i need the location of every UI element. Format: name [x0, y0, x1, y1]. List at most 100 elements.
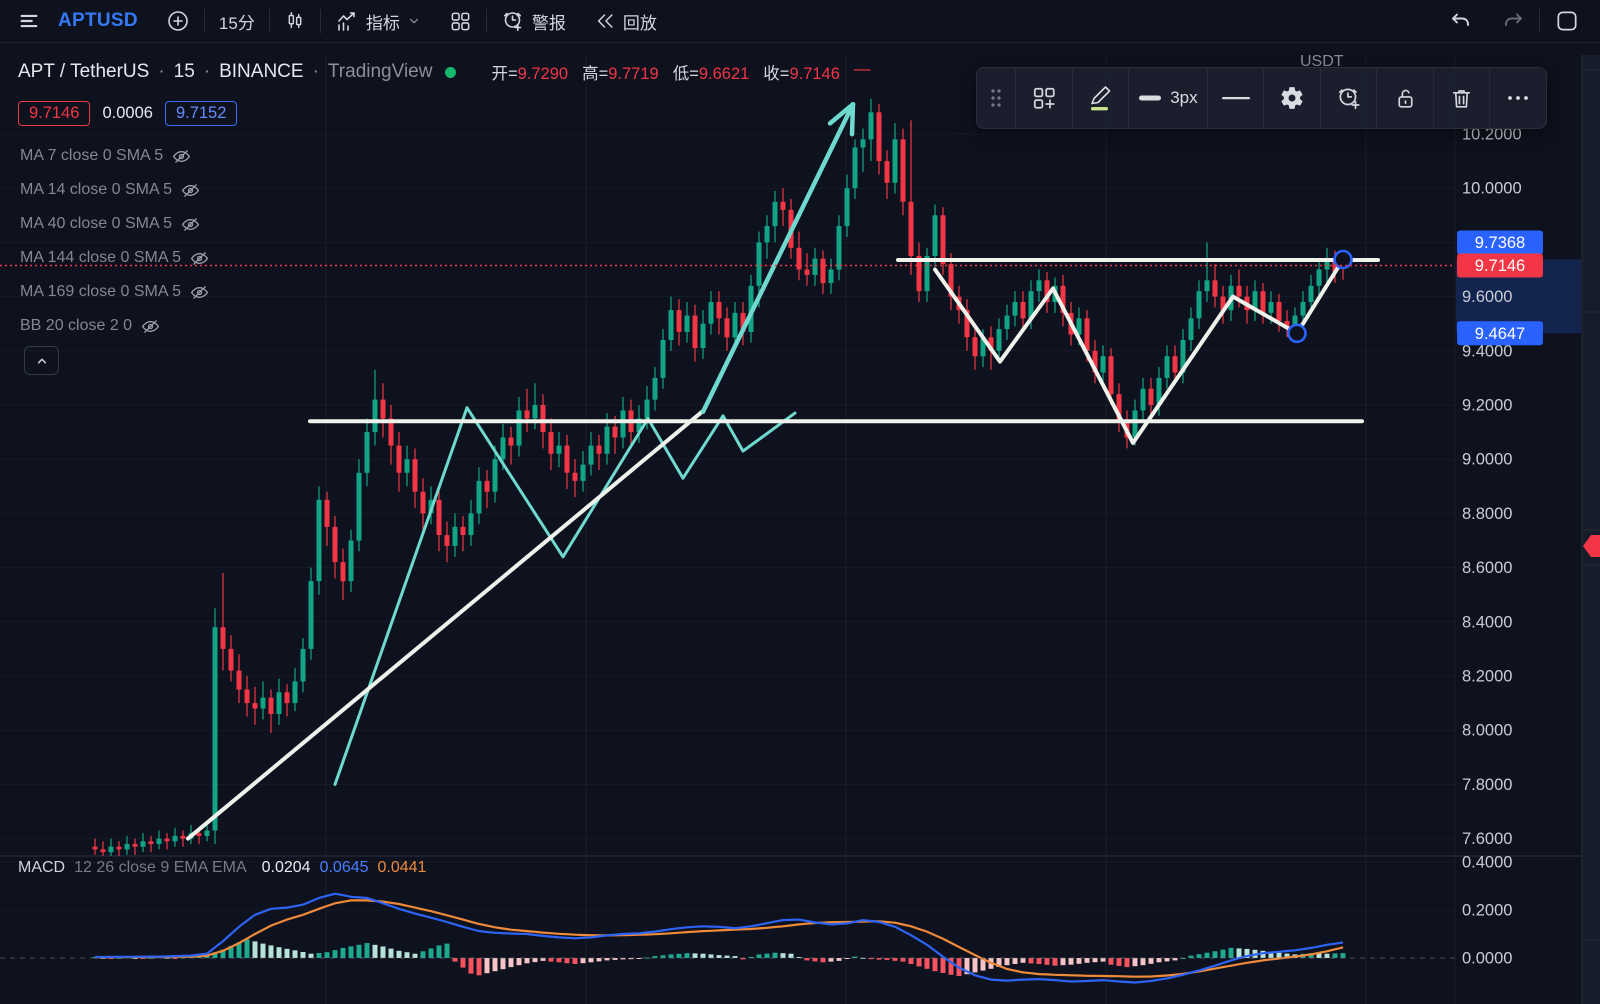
- symbol-label: APTUSD: [58, 10, 138, 31]
- svg-text:8.4000: 8.4000: [1462, 613, 1512, 631]
- window-button[interactable]: [1540, 8, 1600, 34]
- chart-header[interactable]: APT / TetherUS · 15 · BINANCE · TradingV…: [18, 60, 870, 84]
- indicators-label: 指标: [365, 13, 400, 33]
- ohlc-values: 开=9.7290 高=9.7719 低=9.6621 收=9.7146 —: [491, 60, 871, 83]
- alert-button[interactable]: 警报: [487, 9, 580, 34]
- axis-price-badge: 9.4647: [1457, 321, 1543, 346]
- drag-handle[interactable]: [977, 68, 1015, 128]
- interval-label: 15分: [218, 13, 255, 33]
- eye-slash-icon[interactable]: [189, 282, 210, 303]
- hamburger-icon: [20, 14, 38, 28]
- macd-signal-value: 0.0441: [377, 859, 427, 876]
- axis-price-badge: 9.7146: [1457, 253, 1543, 278]
- toolbar-divider: [1489, 68, 1491, 128]
- svg-text:0.2000: 0.2000: [1462, 902, 1512, 920]
- delete-button[interactable]: [1434, 68, 1490, 128]
- undo-icon: [1452, 13, 1469, 26]
- svg-text:9.7368: 9.7368: [1475, 234, 1525, 252]
- separator: ·: [203, 61, 211, 82]
- template-button[interactable]: [1016, 68, 1072, 128]
- line-width-button[interactable]: 3px: [1129, 68, 1207, 128]
- separator: ·: [158, 61, 165, 82]
- gear-icon: [1281, 87, 1303, 109]
- candlestick-icon: [288, 12, 302, 29]
- interval-button[interactable]: 15分: [205, 9, 269, 34]
- line-style-button[interactable]: [1208, 68, 1264, 128]
- macd-legend[interactable]: MACD 12 26 close 9 EMA EMA 0.0204 0.0645…: [18, 859, 426, 877]
- undo-button[interactable]: [1435, 9, 1487, 33]
- spread-value: 0.0006: [102, 104, 153, 122]
- indicator-legend: MA 7 close 0 SMA 5 MA 14 close 0 SMA 5 M…: [20, 139, 210, 343]
- svg-text:9.0000: 9.0000: [1462, 451, 1512, 469]
- interval-value: 15: [173, 61, 195, 82]
- redo-button[interactable]: [1487, 9, 1539, 33]
- svg-text:9.2000: 9.2000: [1462, 397, 1512, 415]
- svg-text:10.0000: 10.0000: [1462, 180, 1522, 198]
- indicator-label: MA 169 close 0 SMA 5: [20, 283, 181, 300]
- drawing-anchor[interactable]: [1287, 323, 1307, 344]
- indicator-row[interactable]: MA 14 close 0 SMA 5: [20, 173, 210, 207]
- drawing-anchor[interactable]: [1333, 249, 1353, 270]
- toolbar-divider: [1015, 68, 1016, 128]
- ask-price-badge[interactable]: 9.7152: [164, 101, 238, 126]
- svg-text:9.7146: 9.7146: [1475, 257, 1525, 275]
- add-alert-button[interactable]: [1321, 68, 1377, 128]
- alert-label: 警报: [531, 13, 566, 33]
- top-toolbar: APTUSD 15分 指标: [0, 0, 1600, 43]
- indicator-label: MA 14 close 0 SMA 5: [20, 181, 173, 198]
- indicator-row[interactable]: MA 7 close 0 SMA 5: [20, 139, 210, 173]
- market-status-dot: [445, 66, 457, 78]
- chart-style-button[interactable]: [270, 10, 320, 32]
- grid-layer: [0, 55, 1455, 1004]
- plus-circle-icon: [168, 11, 188, 31]
- svg-text:9.4000: 9.4000: [1462, 342, 1512, 360]
- more-dots-icon: [1508, 96, 1529, 100]
- color-button[interactable]: [1073, 68, 1129, 128]
- macd-line-value: 0.0645: [319, 859, 369, 876]
- drawings-layer[interactable]: [186, 101, 1380, 841]
- svg-text:8.6000: 8.6000: [1462, 559, 1512, 577]
- clock-plus-icon: [1338, 88, 1360, 110]
- eye-slash-icon[interactable]: [180, 180, 201, 201]
- indicator-row[interactable]: MA 144 close 0 SMA 5: [20, 241, 210, 275]
- indicator-row[interactable]: BB 20 close 2 0: [20, 309, 210, 343]
- svg-text:0.4000: 0.4000: [1462, 854, 1512, 872]
- price-axis[interactable]: 10.2000 10.0000 9.6000 9.4000 9.2000 9.0000 8.…: [1457, 126, 1543, 968]
- template-squares-icon: [1033, 87, 1055, 109]
- layout-button[interactable]: [435, 10, 486, 33]
- toolbar-divider: [1263, 68, 1265, 128]
- toolbar-divider: [1128, 68, 1130, 128]
- layout-grid-icon: [451, 12, 470, 30]
- replay-button[interactable]: 回放: [580, 9, 671, 34]
- compare-button[interactable]: [152, 9, 204, 33]
- toolbar-divider: [268, 9, 270, 33]
- line-width-label: 3px: [1170, 88, 1198, 107]
- toolbar-divider: [1432, 68, 1434, 128]
- macd-params: 12 26 close 9 EMA EMA: [74, 859, 247, 876]
- macd-title: MACD: [18, 859, 66, 876]
- svg-text:9.4647: 9.4647: [1475, 325, 1525, 343]
- toolbar-divider: [1539, 9, 1540, 33]
- more-button[interactable]: [1490, 68, 1546, 128]
- eye-slash-icon[interactable]: [180, 214, 201, 235]
- indicator-row[interactable]: MA 40 close 0 SMA 5: [20, 207, 210, 241]
- eye-slash-icon[interactable]: [171, 146, 192, 167]
- eye-slash-icon[interactable]: [189, 248, 210, 269]
- indicator-label: MA 144 close 0 SMA 5: [20, 249, 181, 266]
- platform-label: TradingView: [327, 61, 433, 82]
- exchange-label: BINANCE: [219, 61, 304, 82]
- symbol-button[interactable]: APTUSD: [54, 10, 152, 32]
- eye-slash-icon[interactable]: [140, 316, 161, 337]
- settings-button[interactable]: [1264, 68, 1320, 128]
- macd-layer: [92, 892, 1346, 984]
- drag-dots-icon: [991, 89, 1001, 107]
- bid-price-badge[interactable]: 9.7146: [18, 101, 91, 126]
- indicator-row[interactable]: MA 169 close 0 SMA 5: [20, 275, 210, 309]
- lock-button[interactable]: [1377, 68, 1433, 128]
- menu-button[interactable]: [0, 10, 54, 32]
- collapse-legend-button[interactable]: [24, 346, 59, 375]
- indicators-button[interactable]: 指标: [321, 9, 435, 34]
- trash-icon: [1453, 89, 1471, 108]
